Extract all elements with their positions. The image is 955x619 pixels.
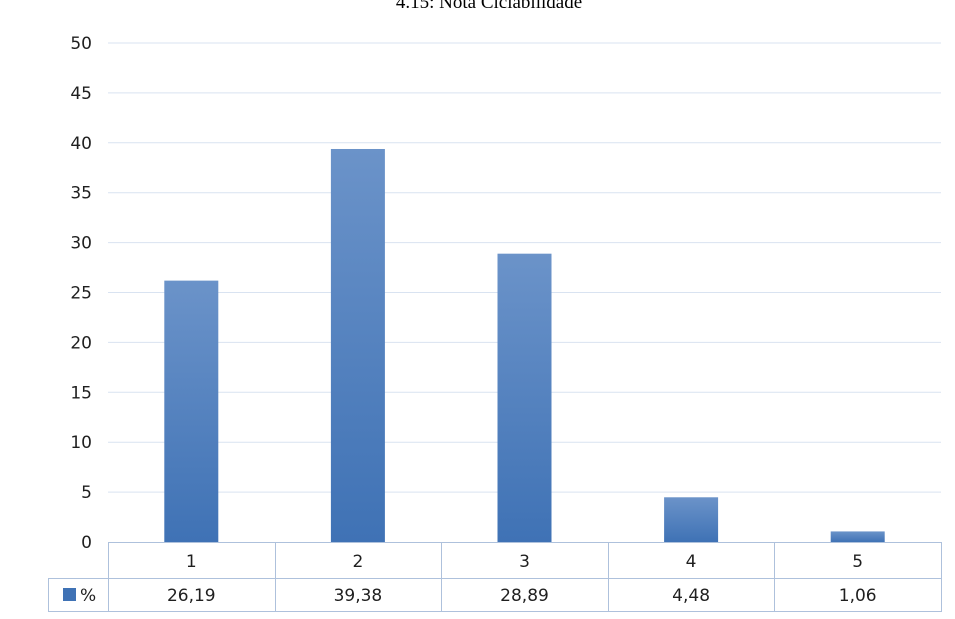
y-tick-label: 20 [70, 333, 92, 353]
y-tick-label: 45 [70, 84, 92, 104]
legend-key [63, 588, 76, 601]
data-table: 1 2 3 4 5% 26,19 39,38 28,89 4,48 1,06 [48, 542, 942, 612]
data-label: 4,48 [672, 586, 710, 606]
x-category-label: 5 [852, 552, 863, 572]
bar [330, 148, 385, 542]
bars [164, 148, 885, 542]
y-tick-label: 30 [70, 234, 92, 254]
bar [164, 280, 219, 542]
y-tick-label: 15 [70, 383, 92, 403]
data-label: 1,06 [839, 586, 877, 606]
data-label: 39,38 [334, 586, 383, 606]
data-label: 26,19 [167, 586, 216, 606]
bar [830, 531, 885, 542]
bar [497, 253, 552, 542]
bar [664, 497, 719, 542]
y-axis-ticks: 0 5 10 15 20 25 30 35 40 45 50 [70, 34, 92, 553]
y-tick-label: 5 [81, 483, 92, 503]
data-label: 28,89 [500, 586, 549, 606]
legend-series-name: % [80, 586, 96, 606]
x-category-label: 4 [686, 552, 697, 572]
y-tick-label: 0 [81, 533, 92, 553]
y-tick-label: 40 [70, 134, 92, 154]
y-tick-label: 25 [70, 284, 92, 304]
x-category-label: 1 [186, 552, 197, 572]
y-tick-label: 35 [70, 184, 92, 204]
chart-title: 4.15: Nota Ciclabilidade [396, 0, 582, 13]
x-category-label: 2 [352, 552, 363, 572]
y-tick-label: 50 [70, 34, 92, 54]
y-tick-label: 10 [70, 433, 92, 453]
x-category-label: 3 [519, 552, 530, 572]
